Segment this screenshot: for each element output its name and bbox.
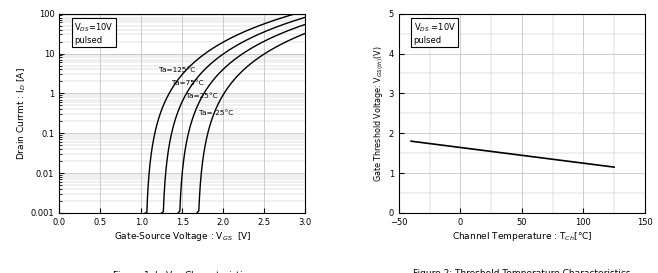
Text: Ta=-25°C: Ta=-25°C [199, 110, 233, 116]
Text: V$_{DS}$=10V
pulsed: V$_{DS}$=10V pulsed [74, 22, 114, 44]
Y-axis label: Gate Threshold Voltage: V$_{GS(th)}$(V): Gate Threshold Voltage: V$_{GS(th)}$(V) [372, 45, 386, 182]
Text: Figure 2: Threshold Temperature Characteristics: Figure 2: Threshold Temperature Characte… [413, 269, 630, 273]
Text: Ta=125°C: Ta=125°C [159, 67, 195, 73]
Y-axis label: Drain Currmt : I$_{D}$ [A]: Drain Currmt : I$_{D}$ [A] [15, 67, 28, 160]
Text: Figure 1: I$_{D}$-V$_{GS}$ Characteristics: Figure 1: I$_{D}$-V$_{GS}$ Characteristi… [112, 269, 253, 273]
Text: V$_{DS}$ =10V
pulsed: V$_{DS}$ =10V pulsed [413, 22, 456, 44]
X-axis label: Gate-Source Voltage : V$_{GS}$  [V]: Gate-Source Voltage : V$_{GS}$ [V] [114, 230, 251, 243]
Text: Ta=25°C: Ta=25°C [186, 93, 217, 99]
X-axis label: Channel Temperature : T$_{Ch}$[°C]: Channel Temperature : T$_{Ch}$[°C] [451, 230, 592, 243]
Text: Ta=75°C: Ta=75°C [172, 80, 204, 86]
